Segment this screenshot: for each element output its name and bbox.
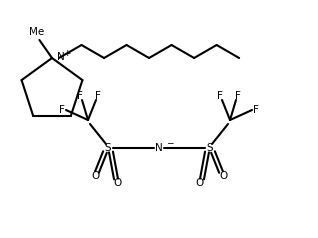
Text: S: S: [105, 143, 111, 153]
Text: S: S: [207, 143, 213, 153]
Text: O: O: [219, 171, 227, 181]
Text: F: F: [95, 91, 101, 101]
Text: N: N: [57, 52, 65, 62]
Text: O: O: [114, 178, 122, 188]
Text: N: N: [155, 143, 163, 153]
Text: O: O: [196, 178, 204, 188]
Text: F: F: [235, 91, 241, 101]
Text: F: F: [253, 105, 259, 115]
Text: F: F: [77, 91, 83, 101]
Text: Me: Me: [29, 27, 44, 37]
Text: O: O: [91, 171, 99, 181]
Text: F: F: [59, 105, 65, 115]
Text: −: −: [166, 139, 174, 148]
Text: +: +: [63, 49, 71, 58]
Text: F: F: [217, 91, 223, 101]
